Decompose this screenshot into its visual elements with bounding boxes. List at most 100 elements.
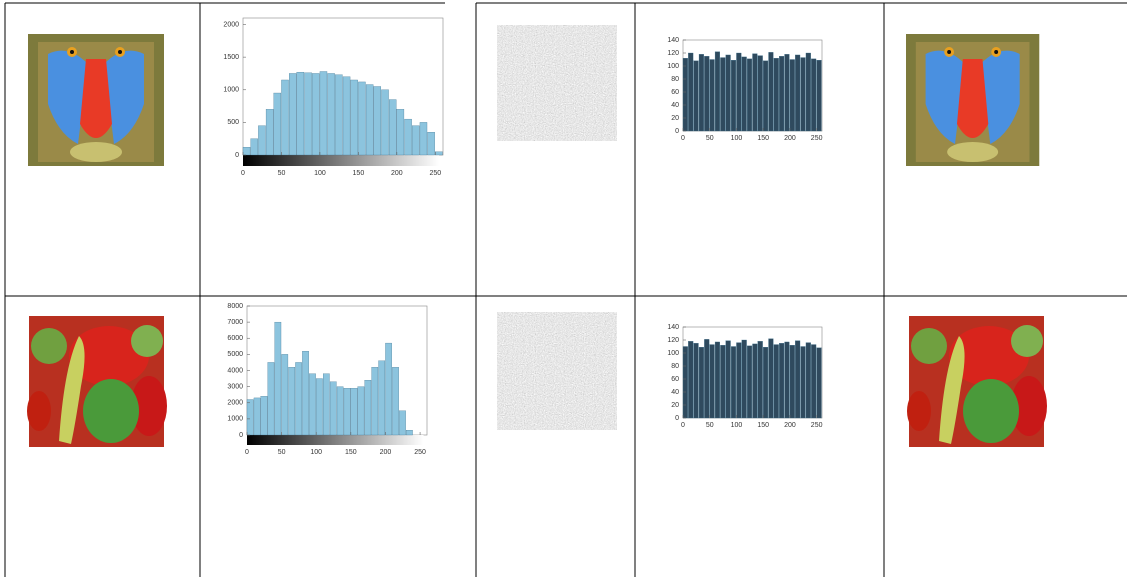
bar — [801, 58, 806, 131]
y-tick-label: 7000 — [227, 319, 243, 326]
y-tick-label: 80 — [671, 76, 679, 83]
bar — [305, 73, 312, 155]
bar — [795, 341, 800, 418]
bar — [385, 343, 391, 435]
bar — [392, 367, 398, 435]
bar — [774, 58, 779, 131]
bar — [769, 339, 774, 418]
bar — [397, 109, 404, 155]
bar — [261, 396, 267, 435]
bar — [323, 374, 329, 435]
x-tick-label: 50 — [278, 170, 286, 177]
y-tick-label: 500 — [227, 119, 239, 126]
bar — [747, 59, 752, 131]
y-tick-label: 20 — [671, 115, 679, 122]
bar — [243, 147, 250, 155]
bar — [281, 80, 288, 155]
bar — [763, 347, 768, 418]
y-tick-label: 0 — [239, 432, 243, 439]
bar — [694, 61, 699, 131]
bar — [295, 362, 301, 435]
bar — [806, 343, 811, 418]
x-tick-label: 0 — [681, 422, 685, 429]
y-tick-label: 4000 — [227, 367, 243, 374]
bar — [683, 58, 688, 131]
y-tick-label: 40 — [671, 102, 679, 109]
bar — [344, 388, 350, 435]
bar — [389, 100, 396, 155]
bar — [704, 339, 709, 418]
bar — [811, 59, 816, 131]
bar — [688, 341, 693, 418]
bar — [412, 126, 419, 155]
bar — [405, 119, 412, 155]
bar — [779, 343, 784, 418]
bar — [726, 341, 731, 418]
bar — [704, 56, 709, 131]
bar — [811, 345, 816, 418]
bar — [297, 72, 304, 155]
bar — [710, 345, 715, 418]
bar — [688, 53, 693, 131]
bar — [715, 342, 720, 418]
y-tick-label: 20 — [671, 402, 679, 409]
bar — [328, 73, 335, 155]
bar — [343, 77, 350, 155]
y-tick-label: 120 — [667, 337, 679, 344]
bar — [251, 139, 258, 155]
x-tick-label: 100 — [310, 449, 322, 456]
bar — [779, 56, 784, 131]
bar — [302, 351, 308, 435]
bar — [247, 400, 253, 435]
x-tick-label: 250 — [811, 135, 823, 142]
decrypted-image — [907, 316, 1047, 447]
bar — [817, 60, 822, 131]
bar — [266, 109, 273, 155]
bar — [254, 398, 260, 435]
bar — [747, 346, 752, 418]
bar — [694, 343, 699, 418]
bar — [726, 55, 731, 131]
bar — [274, 93, 281, 155]
bar — [420, 122, 427, 155]
bar — [366, 85, 373, 155]
bar — [428, 132, 435, 155]
bar — [774, 345, 779, 418]
bar — [289, 367, 295, 435]
bar — [758, 56, 763, 131]
x-tick-label: 200 — [391, 170, 403, 177]
bar — [351, 388, 357, 435]
y-tick-label: 100 — [667, 350, 679, 357]
bar — [379, 361, 385, 435]
bar — [372, 367, 378, 435]
plain-image — [27, 316, 167, 447]
bar — [699, 54, 704, 131]
bar — [753, 54, 758, 131]
bar — [753, 344, 758, 418]
y-tick-label: 60 — [671, 89, 679, 96]
y-tick-label: 0 — [235, 152, 239, 159]
x-tick-label: 200 — [784, 422, 796, 429]
encrypted-image — [497, 312, 617, 430]
x-tick-label: 0 — [245, 449, 249, 456]
bar — [365, 380, 371, 435]
bar — [758, 341, 763, 418]
bar — [785, 54, 790, 131]
bar — [742, 340, 747, 418]
y-tick-label: 6000 — [227, 335, 243, 342]
bar — [731, 347, 736, 419]
y-tick-label: 40 — [671, 389, 679, 396]
x-tick-label: 0 — [681, 135, 685, 142]
bar — [268, 362, 274, 435]
bar — [699, 347, 704, 418]
y-tick-label: 100 — [667, 63, 679, 70]
bar — [817, 348, 822, 418]
bar — [435, 152, 442, 155]
decrypted-image — [906, 34, 1039, 166]
bar — [795, 55, 800, 131]
x-tick-label: 150 — [353, 170, 365, 177]
y-tick-label: 1500 — [223, 54, 239, 61]
bar — [683, 347, 688, 419]
x-tick-label: 200 — [784, 135, 796, 142]
figure-table: 0500100015002000050100150200250010002000… — [0, 0, 1127, 577]
